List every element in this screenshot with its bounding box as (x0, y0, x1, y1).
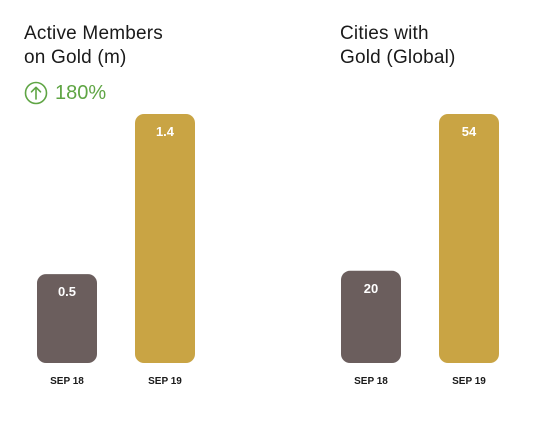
value-label-active-members-sep-19: 1.4 (156, 124, 175, 139)
chart-title-active-members: Active Members on Gold (m) (24, 23, 164, 68)
growth-indicator: 180% (24, 80, 106, 106)
bar-cities-sep-18 (341, 270, 401, 363)
bar-active-members-sep-19 (135, 114, 195, 363)
category-label-cities-sep-19: SEP 19 (452, 376, 486, 387)
value-label-cities-sep-19: 54 (462, 124, 477, 139)
bar-active-members-sep-18 (37, 274, 97, 363)
bar-cities-sep-19 (439, 114, 499, 363)
arrow-up-circle-icon (24, 81, 48, 105)
chart-title-cities: Cities with Gold (Global) (340, 23, 456, 68)
category-label-cities-sep-18: SEP 18 (354, 376, 388, 387)
category-label-active-members-sep-19: SEP 19 (148, 376, 182, 387)
growth-percentage: 180% (55, 81, 107, 104)
value-label-cities-sep-18: 20 (364, 281, 378, 296)
category-label-active-members-sep-18: SEP 18 (50, 376, 84, 387)
value-label-active-members-sep-18: 0.5 (58, 284, 76, 299)
